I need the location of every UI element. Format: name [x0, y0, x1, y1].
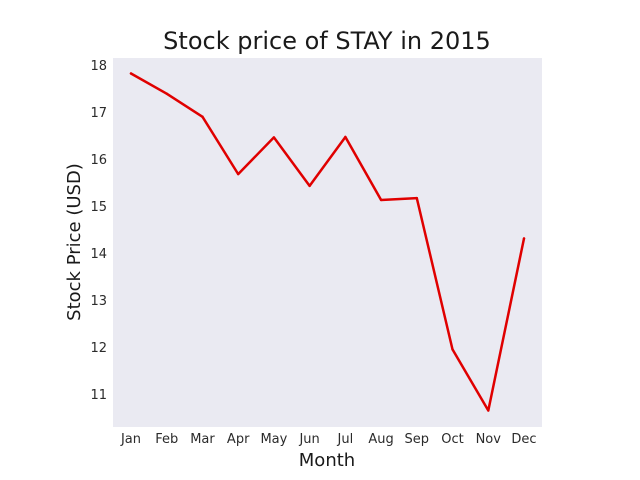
y-tick-label: 17: [90, 106, 107, 121]
data-point: [379, 198, 383, 202]
data-point: [487, 409, 490, 412]
x-tick-label: May: [260, 432, 287, 447]
data-point: [272, 136, 276, 139]
y-axis-label: Stock Price (USD): [64, 163, 85, 321]
y-tick-label: 11: [90, 388, 107, 403]
x-tick-label: Jan: [120, 432, 141, 447]
x-tick-label: Oct: [441, 432, 463, 447]
y-tick-labels: 11 12 13 14 15 16 17 18: [90, 59, 107, 403]
y-tick-label: 18: [90, 59, 107, 74]
data-point: [201, 115, 204, 118]
data-point: [236, 172, 240, 176]
x-tick-label: Mar: [190, 432, 215, 447]
x-tick-label: Apr: [227, 432, 250, 447]
x-tick-labels: Jan Feb Mar Apr May Jun Jul Aug Sep Oct Nov Dec: [120, 432, 537, 447]
data-point: [415, 196, 419, 200]
series-line: [129, 72, 526, 412]
x-tick-label: Jun: [298, 432, 319, 447]
y-tick-label: 16: [90, 153, 107, 168]
data-point: [165, 92, 168, 95]
data-point: [308, 184, 311, 188]
y-tick-label: 12: [90, 341, 107, 356]
x-tick-label: Dec: [511, 432, 536, 447]
x-tick-label: Jul: [337, 432, 354, 447]
x-tick-label: Feb: [155, 432, 178, 447]
y-tick-label: 14: [90, 247, 107, 262]
x-tick-label: Nov: [476, 432, 502, 447]
data-point: [451, 348, 454, 351]
plot-area: [113, 58, 542, 427]
data-point: [522, 237, 526, 240]
y-tick-label: 13: [90, 294, 107, 309]
data-point: [344, 135, 347, 139]
data-points: [129, 72, 526, 412]
x-tick-label: Aug: [368, 432, 393, 447]
y-tick-label: 15: [90, 200, 107, 215]
x-axis-label: Month: [299, 450, 355, 471]
x-tick-label: Sep: [405, 432, 430, 447]
data-point: [129, 72, 133, 75]
chart-title: Stock price of STAY in 2015: [163, 27, 491, 55]
